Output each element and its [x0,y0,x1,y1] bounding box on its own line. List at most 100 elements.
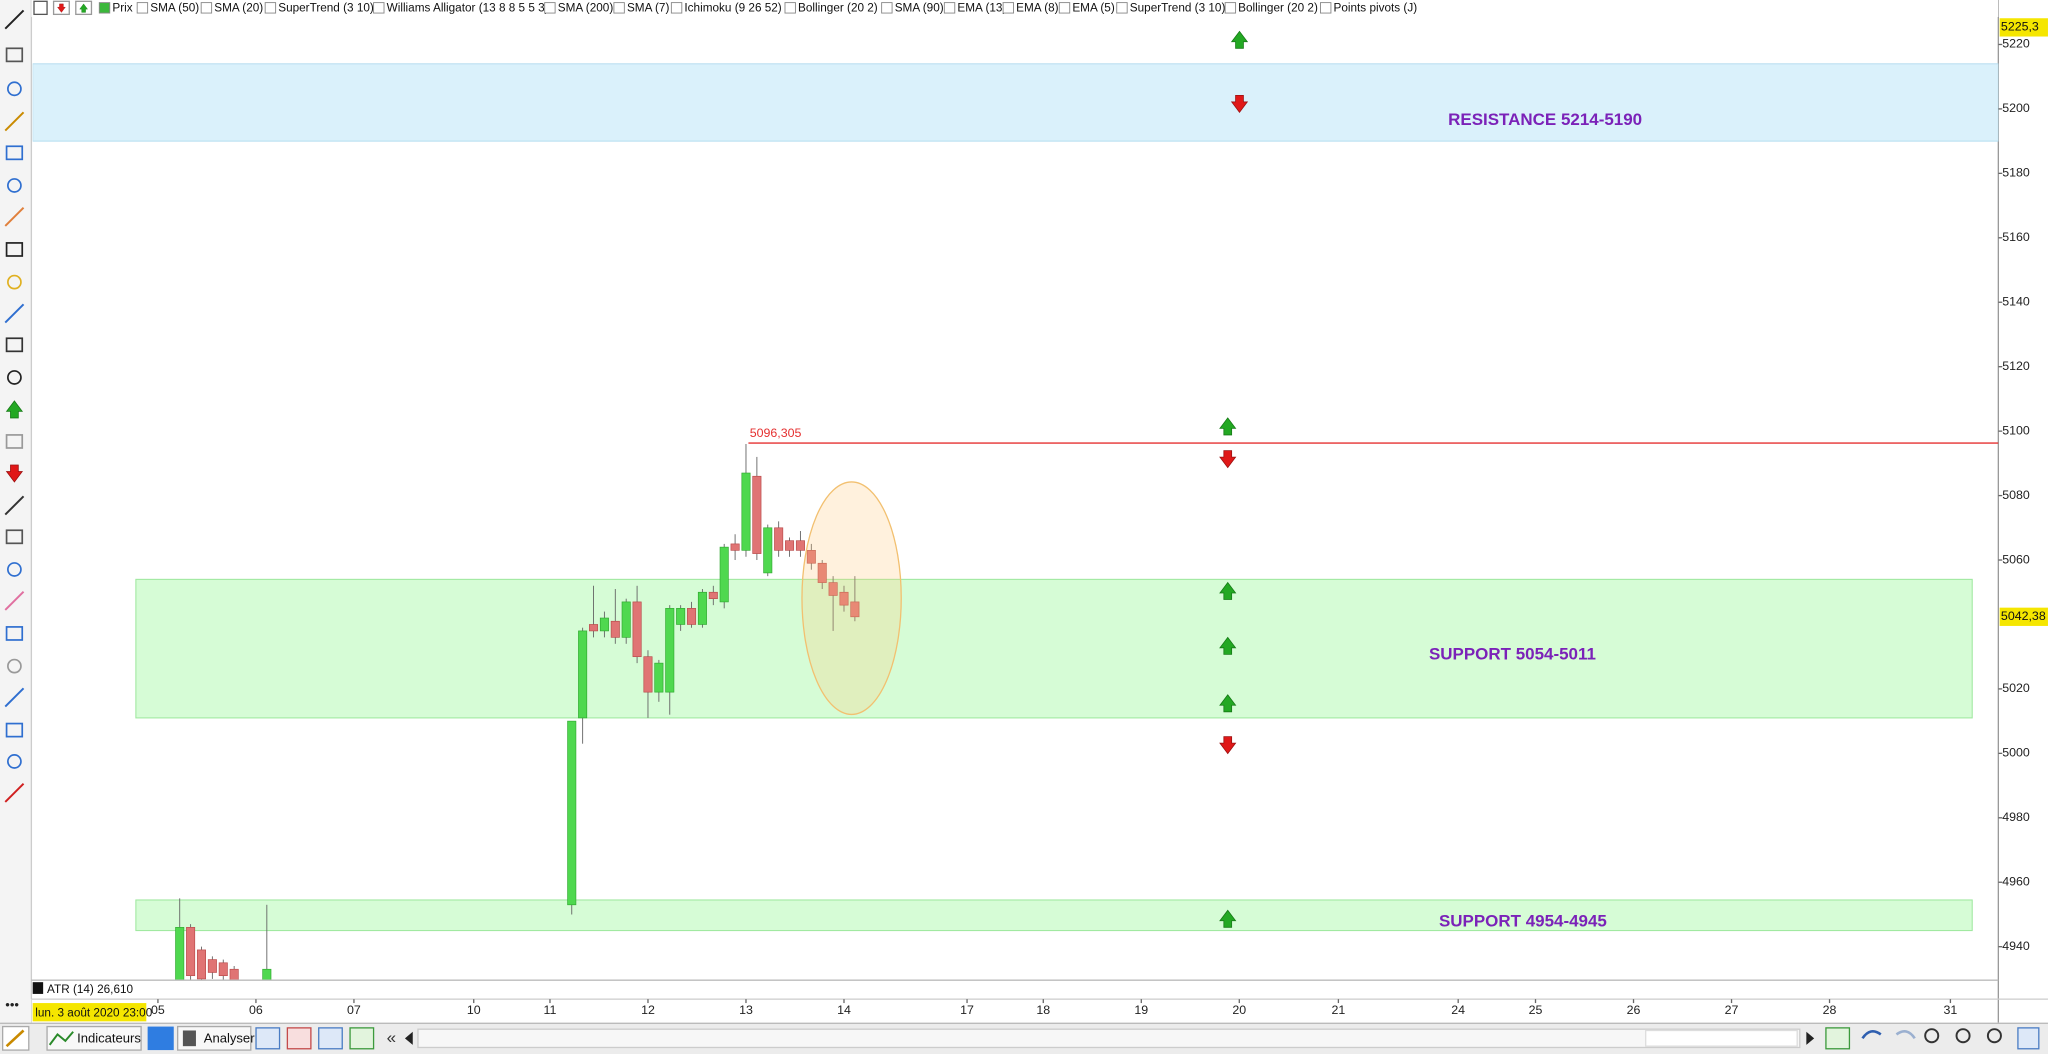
checkbox[interactable] [784,2,796,14]
window-button[interactable] [33,0,48,16]
checkbox[interactable] [136,2,149,14]
checkbox[interactable] [1224,2,1237,14]
x-tick-label: 20 [1232,1003,1246,1017]
tool-icon[interactable] [7,81,22,97]
candle-body [850,601,860,618]
checkbox[interactable] [1058,2,1071,14]
y-tick-label: 5120 [2002,359,2030,373]
tool-icon[interactable] [7,754,22,769]
share-button[interactable] [147,1026,174,1051]
indicator-name: EMA (13) [957,2,1006,15]
candle-body [567,720,577,906]
tool-icon[interactable] [4,495,25,516]
x-tick-label: 18 [1036,1003,1050,1017]
candle-body [186,927,196,977]
checkbox[interactable] [264,2,277,14]
tool-icon[interactable] [5,242,24,257]
tool-icon[interactable] [7,562,22,577]
x-tick-label: 11 [544,1003,557,1017]
undo-button[interactable] [1861,1029,1882,1040]
tool-icon[interactable] [7,274,22,290]
tool-button[interactable] [1825,1027,1851,1050]
tool-icon[interactable] [5,47,24,63]
plot-area [32,63,1999,980]
scrollbar[interactable] [417,1028,1801,1049]
checkbox[interactable] [373,2,385,14]
zoom-in-button[interactable] [1986,1028,2002,1044]
y-tick-label: 4980 [2002,810,2030,824]
tool-icon[interactable] [5,337,24,353]
candle-body [774,527,784,551]
price-label-box [1999,18,2048,37]
tool-icon[interactable] [5,722,24,738]
checkbox[interactable] [544,2,556,14]
tool-button[interactable] [349,1027,375,1050]
candle-body [795,540,805,551]
tool-icon[interactable] [5,434,24,449]
tool-icon[interactable] [4,9,25,30]
indicator-name: Prix [112,2,132,15]
tool-button[interactable] [286,1027,312,1050]
rewind-button[interactable]: « [387,1028,396,1047]
analyse-icon [182,1030,196,1047]
tool-icon[interactable] [4,782,25,803]
checkbox[interactable] [1002,2,1015,14]
candle-body [708,591,718,600]
tool-icon[interactable] [4,303,25,324]
checkbox[interactable] [881,2,893,14]
candle-body [218,962,228,977]
candle-body [752,475,762,554]
checkbox[interactable] [98,2,111,14]
checkbox[interactable] [613,2,625,14]
candle-body [643,656,653,693]
scroll-thumb[interactable] [1645,1029,1798,1047]
tool-button[interactable] [255,1027,281,1050]
y-tick-label: 5200 [2002,101,2030,115]
tool-icon[interactable] [4,687,25,708]
highlight-ellipse [801,481,902,716]
tool-icon[interactable] [5,145,24,161]
tool-icon[interactable] [4,206,25,227]
y-tick-label: 4940 [2002,939,2030,953]
menu-dots[interactable]: ••• [5,997,19,1012]
tool-icon[interactable] [7,178,22,193]
tool-icon[interactable] [5,529,24,545]
indicator-name: SMA (90) [895,2,944,15]
zoom-out-button[interactable] [1955,1028,1971,1044]
tool-icon[interactable] [7,370,22,385]
zone [135,578,1973,719]
scroll-left[interactable] [404,1031,413,1045]
indicator-name: SMA (7) [627,2,670,15]
indicator-name: SMA (50) [150,2,199,15]
indicators-button[interactable] [46,1025,142,1051]
settings-button[interactable] [2017,1027,2040,1050]
zone-label: SUPPORT 5054-5011 [1429,645,1596,664]
candle-body [817,562,827,583]
indicators-icon [48,1031,74,1046]
analyse-label: Analyser [204,1030,255,1045]
tool-icon[interactable] [7,658,22,674]
redo-button[interactable] [1895,1029,1916,1040]
x-tick-label: 06 [249,1003,263,1017]
y-tick-label: 5140 [2002,295,2030,309]
checkbox[interactable] [1320,2,1332,14]
checkbox[interactable] [943,2,956,14]
scroll-right[interactable] [1806,1031,1815,1045]
zoom-button[interactable] [1924,1028,1940,1044]
price-label: 5225,3 [2001,20,2039,34]
y-tick-label: 4960 [2002,875,2030,889]
indicator-name: Bollinger (20 2) [798,2,878,15]
tool-button[interactable] [318,1027,343,1050]
checkbox[interactable] [200,2,213,14]
candle-body [229,968,239,980]
checkbox[interactable] [670,2,683,14]
indicator-swatch [32,982,44,994]
x-tick-label: 17 [960,1003,974,1017]
checkbox[interactable] [1116,2,1128,14]
tool-icon[interactable] [5,626,24,641]
tool-icon[interactable] [4,590,25,611]
tool-icon[interactable] [4,111,25,132]
x-tick-label: 14 [837,1003,851,1017]
candle-body [207,959,217,973]
